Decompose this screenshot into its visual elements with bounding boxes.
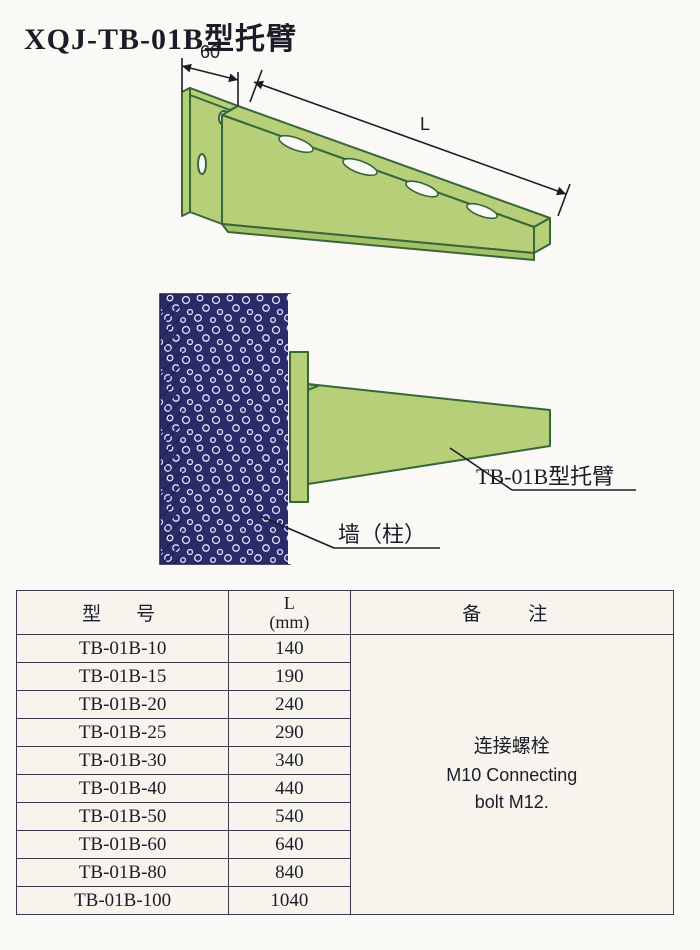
cell-model: TB-01B-100 [17,887,229,915]
label-arm: TB-01B型托臂 [476,464,614,489]
cell-model: TB-01B-60 [17,831,229,859]
cell-L: 1040 [229,887,350,915]
page: XQJ-TB-01B型托臂 [0,0,700,950]
table-header-row: 型 号 L (mm) 备 注 [17,591,674,635]
col-header-model: 型 号 [17,591,229,635]
dim-60-label: 60 [200,44,220,62]
table-row: TB-01B-10140连接螺栓M10 Connectingbolt M12. [17,635,674,663]
cell-L: 840 [229,859,350,887]
cell-L: 240 [229,691,350,719]
cell-L: 340 [229,747,350,775]
cell-L: 440 [229,775,350,803]
cell-model: TB-01B-25 [17,719,229,747]
cell-model: TB-01B-40 [17,775,229,803]
cell-L: 640 [229,831,350,859]
cell-model: TB-01B-10 [17,635,229,663]
cell-note: 连接螺栓M10 Connectingbolt M12. [350,635,673,915]
col-header-L: L (mm) [229,591,350,635]
col-header-note: 备 注 [350,591,673,635]
cell-L: 140 [229,635,350,663]
cell-model: TB-01B-30 [17,747,229,775]
cell-model: TB-01B-50 [17,803,229,831]
bracket-iso [182,88,550,260]
cell-model: TB-01B-20 [17,691,229,719]
label-wall: 墙（柱） [338,522,426,547]
dim-L-label: L [420,114,430,134]
cell-L: 540 [229,803,350,831]
cell-L: 290 [229,719,350,747]
side-view: TB-01B型托臂 墙（柱） [160,294,636,564]
cell-model: TB-01B-15 [17,663,229,691]
spec-table: 型 号 L (mm) 备 注 TB-01B-10140连接螺栓M10 Conne… [16,590,674,915]
cell-L: 190 [229,663,350,691]
technical-diagram: 60 L [120,44,640,574]
cell-model: TB-01B-80 [17,859,229,887]
